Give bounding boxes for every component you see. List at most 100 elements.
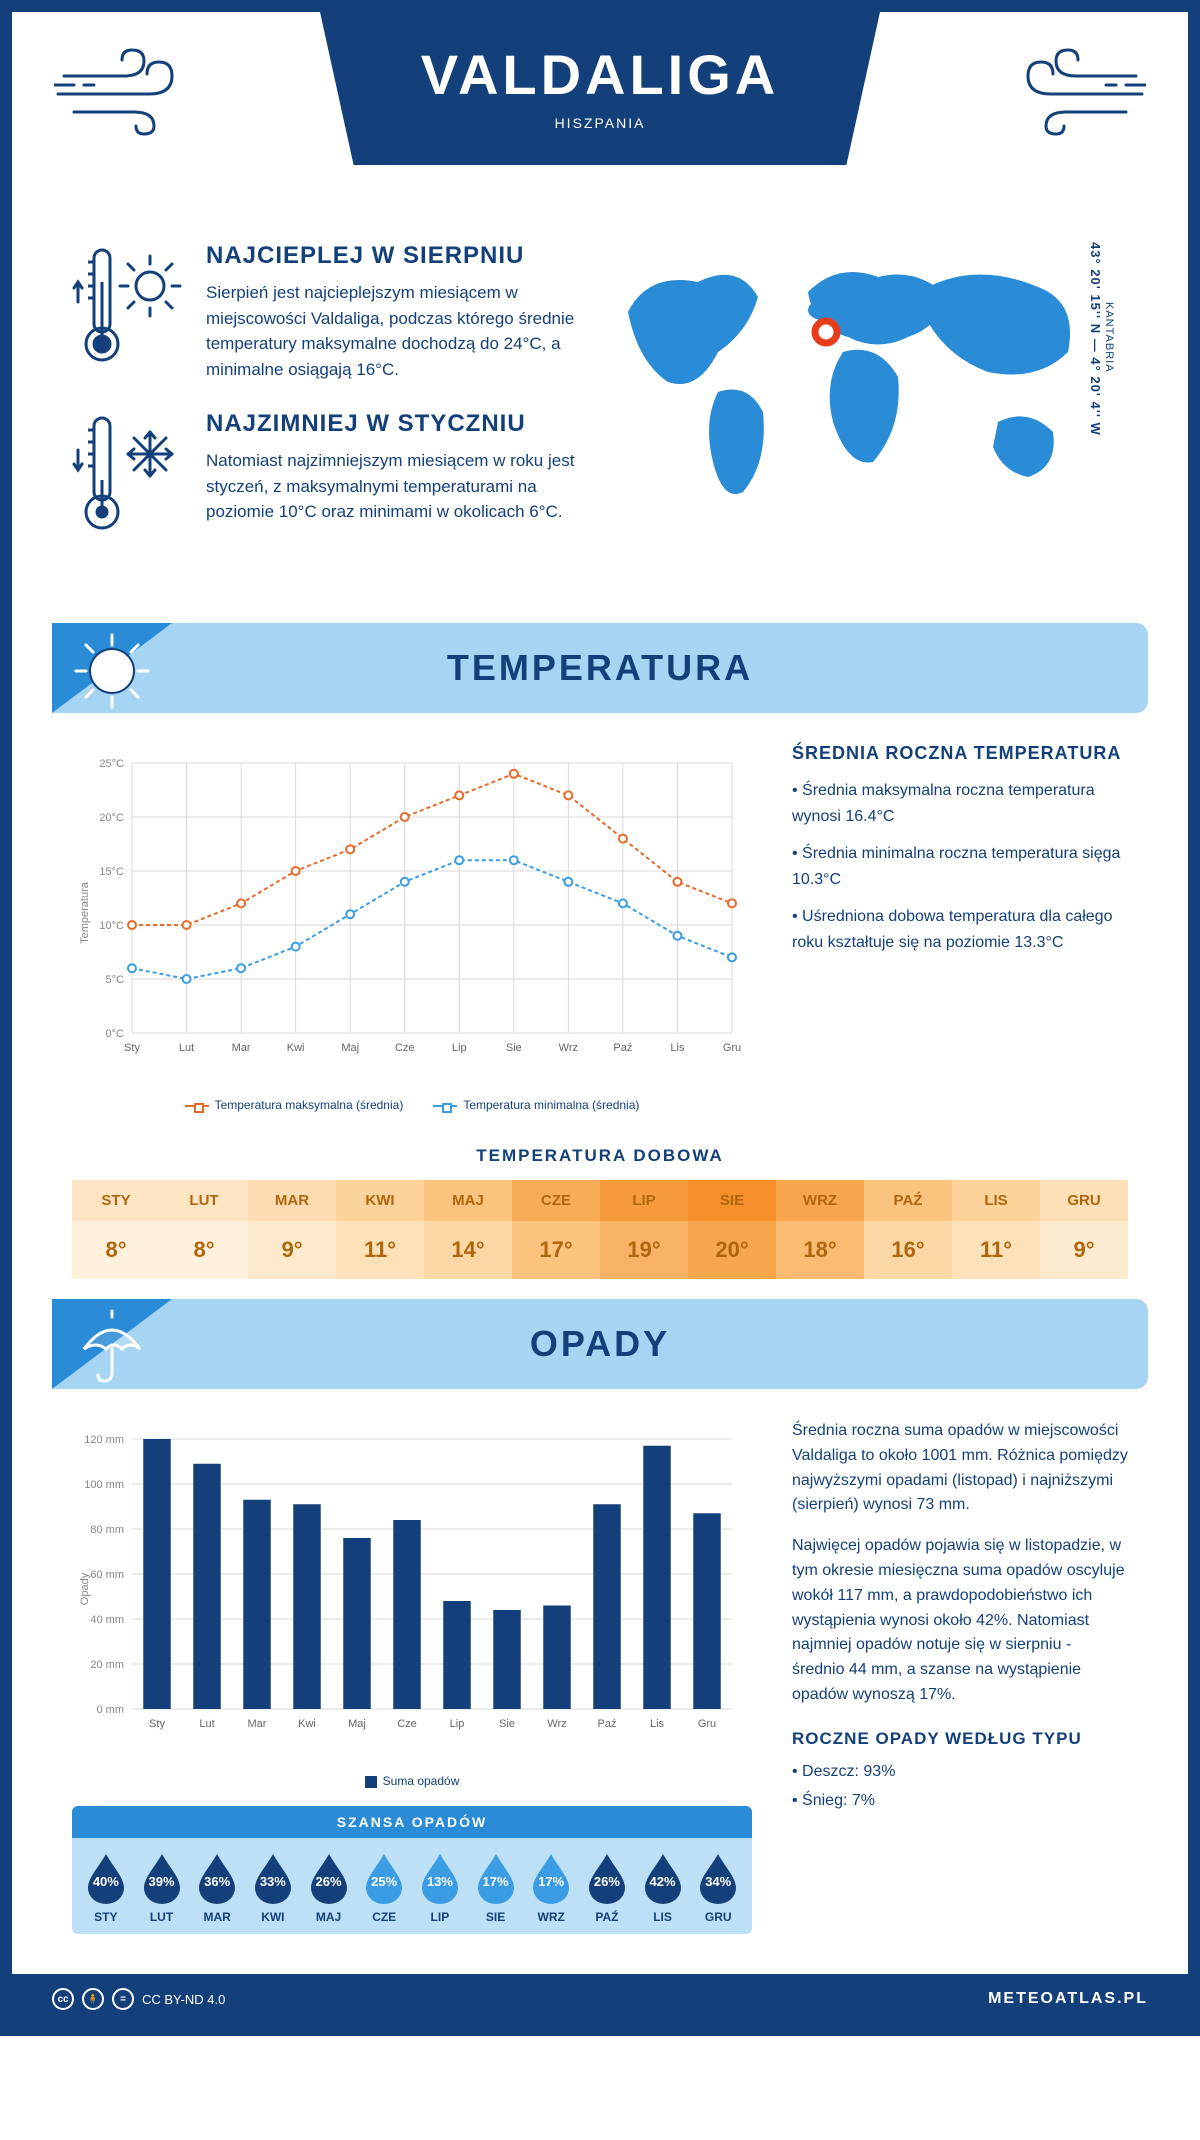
precip-legend: Suma opadów (72, 1774, 752, 1788)
facts-column: NAJCIEPLEJ W SIERPNIU Sierpień jest najc… (72, 242, 578, 573)
coordinates: KANTABRIA 43° 20' 15'' N — 4° 20' 4'' W (1088, 242, 1115, 436)
svg-text:Lis: Lis (650, 1718, 665, 1730)
cc-icon: cc (52, 1988, 74, 2010)
chance-cell: 42% LIS (635, 1852, 691, 1924)
chance-cell: 26% MAJ (301, 1852, 357, 1924)
page: VALDALIGA HISZPANIA (0, 0, 1200, 2036)
precip-side: Średnia roczna suma opadów w miejscowośc… (792, 1419, 1128, 1934)
nd-icon: = (112, 1988, 134, 2010)
svg-text:Opady: Opady (79, 1572, 91, 1605)
svg-text:Mar: Mar (248, 1718, 267, 1730)
svg-text:20 mm: 20 mm (90, 1659, 124, 1671)
fact-warm-text: Sierpień jest najcieplejszym miesiącem w… (206, 280, 578, 382)
temperature-body: 0°C5°C10°C15°C20°C25°CStyLutMarKwiMajCze… (12, 743, 1188, 1112)
temperature-chart: 0°C5°C10°C15°C20°C25°CStyLutMarKwiMajCze… (72, 743, 752, 1112)
daily-cell: GRU9° (1040, 1180, 1128, 1279)
svg-text:100 mm: 100 mm (84, 1479, 124, 1491)
svg-text:Kwi: Kwi (287, 1042, 305, 1054)
temperature-side: ŚREDNIA ROCZNA TEMPERATURA • Średnia mak… (792, 743, 1128, 1112)
fact-cold-title: NAJZIMNIEJ W STYCZNIU (206, 410, 578, 438)
drop-icon: 26% (307, 1852, 351, 1904)
thermometer-sun-icon (72, 242, 182, 382)
chance-cell: 36% MAR (189, 1852, 245, 1924)
page-subtitle: HISZPANIA (320, 115, 880, 131)
license-text: CC BY-ND 4.0 (142, 1992, 225, 2007)
svg-text:0 mm: 0 mm (97, 1704, 125, 1716)
avg-temp-title: ŚREDNIA ROCZNA TEMPERATURA (792, 743, 1128, 764)
chance-cell: 17% SIE (468, 1852, 524, 1924)
precip-p1: Średnia roczna suma opadów w miejscowośc… (792, 1419, 1128, 1518)
legend-max: Temperatura maksymalna (średnia) (215, 1098, 404, 1112)
title-banner: VALDALIGA HISZPANIA (320, 12, 880, 165)
svg-text:Paź: Paź (598, 1718, 617, 1730)
svg-text:Lip: Lip (452, 1042, 467, 1054)
svg-text:Lut: Lut (199, 1718, 214, 1730)
avg-temp-bullet: • Średnia maksymalna roczna temperatura … (792, 778, 1128, 829)
svg-text:Gru: Gru (698, 1718, 716, 1730)
svg-text:0°C: 0°C (106, 1028, 125, 1040)
svg-text:Sie: Sie (499, 1718, 515, 1730)
footer: cc 🧍 = CC BY-ND 4.0 METEOATLAS.PL (12, 1974, 1188, 2024)
drop-icon: 33% (251, 1852, 295, 1904)
svg-text:10°C: 10°C (99, 920, 124, 932)
chance-cell: 26% PAŹ (579, 1852, 635, 1924)
fact-cold: NAJZIMNIEJ W STYCZNIU Natomiast najzimni… (72, 410, 578, 545)
intro-section: NAJCIEPLEJ W SIERPNIU Sierpień jest najc… (12, 242, 1188, 603)
location-marker-icon (815, 321, 837, 343)
daily-temp-title: TEMPERATURA DOBOWA (12, 1146, 1188, 1166)
chance-row: 40% STY 39% LUT 36% MAR 33% KWI 26% MAJ (72, 1838, 752, 1934)
temperature-legend: Temperatura maksymalna (średnia) Tempera… (72, 1098, 752, 1112)
svg-text:Sty: Sty (124, 1042, 140, 1054)
umbrella-icon (72, 1307, 152, 1392)
svg-text:Kwi: Kwi (298, 1718, 316, 1730)
coords-region: KANTABRIA (1103, 242, 1115, 432)
coords-text: 43° 20' 15'' N — 4° 20' 4'' W (1088, 242, 1103, 436)
daily-cell: LIP19° (600, 1180, 688, 1279)
chance-box: SZANSA OPADÓW 40% STY 39% LUT 36% MAR 33… (72, 1806, 752, 1934)
svg-text:Cze: Cze (397, 1718, 417, 1730)
section-precip-header: OPADY (52, 1299, 1148, 1389)
svg-text:20°C: 20°C (99, 812, 124, 824)
daily-cell: STY8° (72, 1180, 160, 1279)
daily-cell: WRZ18° (776, 1180, 864, 1279)
daily-cell: MAJ14° (424, 1180, 512, 1279)
svg-text:Cze: Cze (395, 1042, 415, 1054)
legend-sum: Suma opadów (383, 1774, 460, 1788)
daily-cell: LIS11° (952, 1180, 1040, 1279)
drop-icon: 36% (195, 1852, 239, 1904)
svg-text:Sty: Sty (149, 1718, 165, 1730)
svg-text:Maj: Maj (341, 1042, 359, 1054)
precip-body: 0 mm20 mm40 mm60 mm80 mm100 mm120 mmOpad… (12, 1419, 1188, 1944)
avg-temp-bullet: • Uśredniona dobowa temperatura dla całe… (792, 904, 1128, 955)
chance-cell: 40% STY (78, 1852, 134, 1924)
daily-cell: SIE20° (688, 1180, 776, 1279)
daily-cell: PAŹ16° (864, 1180, 952, 1279)
precip-chart: 0 mm20 mm40 mm60 mm80 mm100 mm120 mmOpad… (72, 1419, 752, 1759)
chance-cell: 25% CZE (356, 1852, 412, 1924)
chance-cell: 33% KWI (245, 1852, 301, 1924)
map-column: KANTABRIA 43° 20' 15'' N — 4° 20' 4'' W (608, 242, 1128, 573)
chance-title: SZANSA OPADÓW (72, 1806, 752, 1838)
svg-text:Maj: Maj (348, 1718, 366, 1730)
daily-cell: LUT8° (160, 1180, 248, 1279)
daily-cell: MAR9° (248, 1180, 336, 1279)
precip-type-title: ROCZNE OPADY WEDŁUG TYPU (792, 1726, 1128, 1752)
fact-warm-title: NAJCIEPLEJ W SIERPNIU (206, 242, 578, 270)
svg-text:5°C: 5°C (106, 974, 125, 986)
svg-text:Mar: Mar (232, 1042, 251, 1054)
section-temperature-header: TEMPERATURA (52, 623, 1148, 713)
drop-icon: 42% (641, 1852, 685, 1904)
drop-icon: 26% (585, 1852, 629, 1904)
svg-text:Paź: Paź (613, 1042, 632, 1054)
svg-text:15°C: 15°C (99, 866, 124, 878)
sun-icon (72, 631, 152, 716)
page-title: VALDALIGA (320, 42, 880, 107)
drop-icon: 25% (362, 1852, 406, 1904)
wind-icon (1006, 46, 1146, 141)
drop-icon: 13% (418, 1852, 462, 1904)
precip-p2: Najwięcej opadów pojawia się w listopadz… (792, 1534, 1128, 1708)
section-precip-title: OPADY (530, 1323, 670, 1365)
svg-text:Lis: Lis (670, 1042, 685, 1054)
svg-text:Wrz: Wrz (559, 1042, 578, 1054)
daily-cell: KWI11° (336, 1180, 424, 1279)
